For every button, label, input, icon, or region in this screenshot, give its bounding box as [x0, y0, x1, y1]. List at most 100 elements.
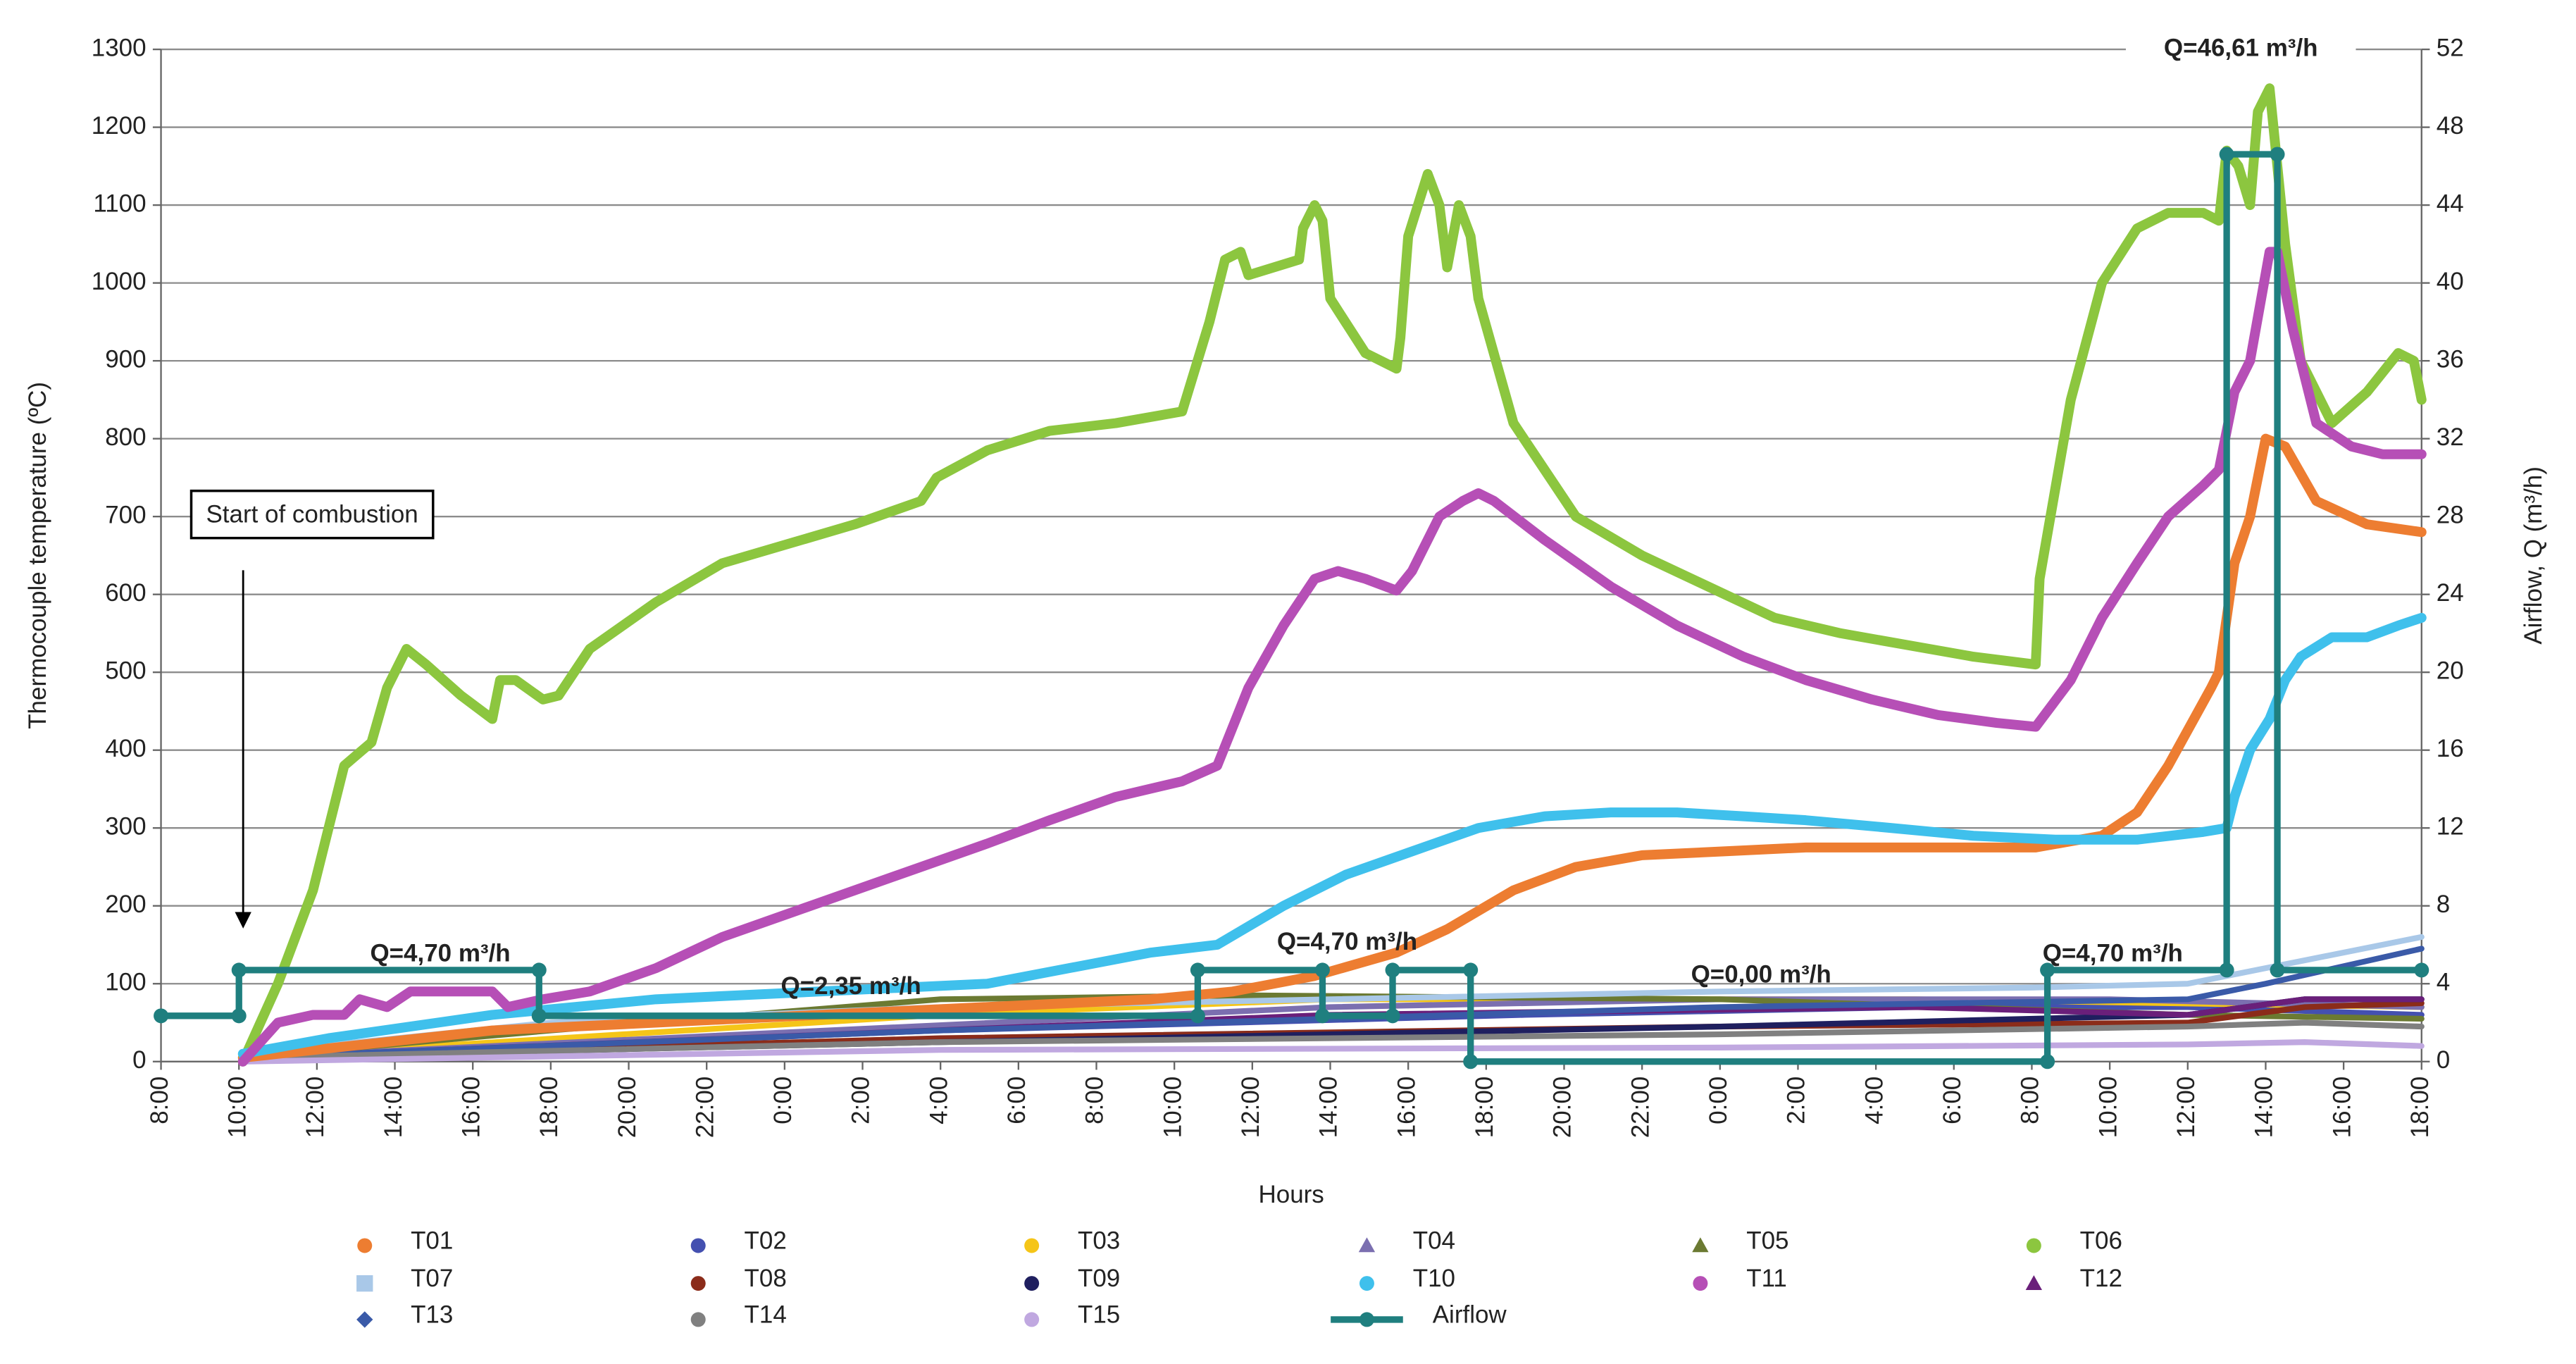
y2-tick-label: 48 [2437, 112, 2464, 140]
legend-label: T09 [1078, 1265, 1120, 1292]
legend-marker [1359, 1312, 1374, 1327]
y-tick-label: 1300 [92, 34, 147, 61]
y-tick-label: 700 [105, 501, 146, 528]
y-tick-label: 100 [105, 968, 146, 996]
legend-marker [356, 1311, 373, 1328]
legend-label: T06 [2080, 1227, 2122, 1255]
annotation: Q=4,70 m³/h [370, 939, 510, 967]
legend-marker [690, 1238, 706, 1253]
y2-tick-label: 32 [2437, 423, 2464, 451]
y2-tick-label: 28 [2437, 501, 2464, 528]
x-tick-label: 2:00 [1783, 1077, 1810, 1124]
legend-marker [1693, 1276, 1708, 1291]
legend-marker [1358, 1237, 1376, 1253]
x-tick-label: 6:00 [1939, 1077, 1966, 1124]
y2-tick-label: 52 [2437, 34, 2464, 61]
x-tick-label: 10:00 [2094, 1077, 2122, 1139]
annotation-box [189, 489, 435, 540]
series-line [237, 247, 2427, 1067]
x-tick-label: 18:00 [535, 1077, 563, 1139]
y-tick-label: 500 [105, 657, 146, 684]
x-tick-label: 8:00 [2017, 1077, 2044, 1124]
y-tick-label: 1000 [92, 268, 147, 295]
y2-tick-label: 8 [2437, 891, 2450, 918]
legend-marker [690, 1312, 706, 1327]
x-tick-label: 0:00 [1705, 1077, 1732, 1124]
x-tick-label: 0:00 [769, 1077, 797, 1124]
legend-label: T01 [411, 1227, 453, 1255]
y2-tick-label: 40 [2437, 268, 2464, 295]
legend-label: T10 [1413, 1265, 1455, 1292]
airflow-point [2270, 962, 2285, 978]
legend-label: T11 [1746, 1265, 1787, 1292]
airflow-point [2270, 147, 2285, 162]
airflow-point [231, 962, 247, 978]
x-tick-label: 14:00 [2251, 1077, 2278, 1139]
x-tick-label: 20:00 [614, 1077, 641, 1139]
airflow-line [157, 151, 2425, 1065]
airflow-point [154, 1008, 169, 1024]
airflow-point [1190, 962, 1205, 978]
annotation-arrowhead [235, 912, 251, 929]
legend-label: T14 [745, 1301, 787, 1328]
y-tick-label: 900 [105, 345, 146, 373]
y2-tick-label: 12 [2437, 812, 2464, 840]
airflow-point [1190, 1008, 1205, 1024]
airflow-point [2219, 147, 2234, 162]
y-tick-label: 0 [132, 1046, 146, 1074]
x-tick-label: 2:00 [847, 1077, 875, 1124]
annotation: Q=0,00 m³/h [1691, 961, 1831, 988]
legend-marker [1692, 1237, 1709, 1253]
legend-label: T04 [1413, 1227, 1455, 1255]
x-tick-label: 10:00 [1159, 1077, 1186, 1139]
x-tick-label: 4:00 [925, 1077, 952, 1124]
legend-marker [1024, 1312, 1040, 1327]
x-tick-label: 14:00 [380, 1077, 407, 1139]
series-line [237, 433, 2427, 1063]
x-tick-label: 12:00 [2172, 1077, 2200, 1139]
airflow-point [1314, 1008, 1330, 1024]
x-tick-label: 22:00 [691, 1077, 718, 1139]
airflow-point [1463, 1054, 1479, 1070]
airflow-point [2219, 962, 2234, 978]
airflow-point [2414, 962, 2429, 978]
legend-marker [357, 1238, 373, 1253]
x-tick-label: 22:00 [1626, 1077, 1654, 1139]
legend-label: T02 [745, 1227, 787, 1255]
x-tick-label: 12:00 [301, 1077, 329, 1139]
airflow-point [531, 962, 547, 978]
airflow-point [531, 1008, 547, 1024]
airflow-point [1463, 962, 1479, 978]
legend-marker [1024, 1276, 1040, 1291]
y2-tick-label: 4 [2437, 968, 2450, 996]
y-axis-label: Thermocouple temperature (ºC) [24, 382, 51, 729]
legend-label: T08 [745, 1265, 787, 1292]
y2-axis-label: Airflow, Q (m³/h) [2520, 466, 2547, 645]
x-tick-label: 16:00 [1393, 1077, 1420, 1139]
airflow-point [1314, 962, 1330, 978]
series-line [239, 1019, 2425, 1061]
airflow-point [1385, 1008, 1400, 1024]
legend-label: T03 [1078, 1227, 1120, 1255]
y-tick-label: 1100 [93, 190, 146, 217]
y-tick-label: 600 [105, 579, 146, 607]
x-tick-label: 4:00 [1860, 1077, 1888, 1124]
x-tick-label: 18:00 [2406, 1077, 2434, 1139]
y2-tick-label: 36 [2437, 345, 2464, 373]
x-tick-label: 16:00 [2328, 1077, 2356, 1139]
x-tick-label: 20:00 [1549, 1077, 1576, 1139]
legend-label: T07 [411, 1265, 453, 1292]
legend-marker [1359, 1276, 1374, 1291]
legend-label: Airflow [1433, 1301, 1507, 1328]
legend-label: T12 [2080, 1265, 2122, 1292]
x-tick-label: 6:00 [1003, 1077, 1031, 1124]
y-tick-label: 1200 [92, 112, 147, 140]
legend-marker [690, 1276, 706, 1291]
x-tick-label: 14:00 [1315, 1077, 1343, 1139]
y2-tick-label: 0 [2437, 1046, 2450, 1074]
y2-tick-label: 24 [2437, 579, 2464, 607]
y2-tick-label: 16 [2437, 735, 2464, 762]
annotation: Q=4,70 m³/h [1277, 928, 1417, 955]
legend-marker [2026, 1238, 2041, 1253]
